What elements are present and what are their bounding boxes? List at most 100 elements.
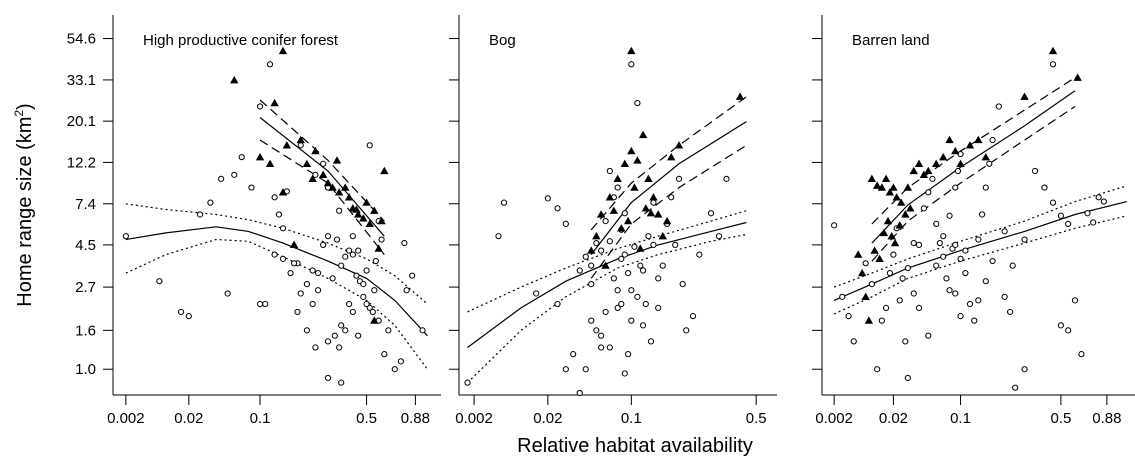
data-point-circle xyxy=(845,313,852,320)
data-point-circle xyxy=(349,233,356,240)
data-point-circle xyxy=(336,207,343,214)
y-tick-label: 7.4 xyxy=(75,196,96,213)
fit-line-dotted xyxy=(833,215,1128,315)
data-point-circle xyxy=(650,199,657,206)
data-point-circle xyxy=(645,233,652,240)
data-point-circle xyxy=(639,322,647,329)
x-tick-label: 0.5 xyxy=(746,410,767,427)
data-point-triangle xyxy=(332,156,342,164)
data-point-triangle xyxy=(255,152,265,161)
data-point-circle xyxy=(606,238,613,245)
data-point-circle xyxy=(621,370,628,377)
data-point-triangle xyxy=(1073,73,1082,81)
fit-line-dashed xyxy=(871,106,1076,262)
data-point-triangle xyxy=(646,209,656,217)
data-point-triangle xyxy=(323,178,333,187)
data-point-triangle xyxy=(641,204,650,212)
data-point-triangle xyxy=(885,188,895,196)
data-point-triangle xyxy=(354,210,363,218)
data-point-circle xyxy=(621,210,628,217)
data-point-triangle xyxy=(633,156,642,164)
data-point-circle xyxy=(342,327,349,334)
data-point-triangle xyxy=(596,210,606,218)
data-point-circle xyxy=(936,239,943,247)
data-point-circle xyxy=(409,272,416,279)
data-point-triangle xyxy=(623,216,633,225)
data-point-circle xyxy=(338,262,345,269)
data-point-circle xyxy=(614,287,621,294)
data-point-triangle xyxy=(613,174,622,183)
data-point-triangle xyxy=(278,46,288,55)
x-tick-label: 0.002 xyxy=(107,410,145,427)
data-point-triangle xyxy=(901,210,910,218)
fit-line-dotted xyxy=(467,210,747,313)
data-point-circle xyxy=(309,267,316,274)
data-point-circle xyxy=(576,267,583,274)
data-point-circle xyxy=(554,205,561,212)
data-point-triangle xyxy=(1020,92,1029,100)
y-axis-title-close: ) xyxy=(14,103,36,110)
data-point-circle xyxy=(618,300,625,308)
data-point-circle xyxy=(940,253,947,260)
data-point-circle xyxy=(290,260,298,267)
x-axis-title: Relative habitat availability xyxy=(517,435,753,457)
data-point-circle xyxy=(915,241,923,248)
data-point-circle xyxy=(562,220,569,227)
data-point-circle xyxy=(625,351,632,358)
data-point-circle xyxy=(314,269,322,277)
x-tick-label: 0.88 xyxy=(401,410,430,427)
data-point-circle xyxy=(266,61,274,68)
data-point-circle xyxy=(598,332,605,339)
data-point-triangle xyxy=(892,193,901,201)
data-point-triangle xyxy=(265,159,275,167)
data-point-circle xyxy=(378,236,385,243)
data-point-circle xyxy=(618,255,625,262)
data-point-circle xyxy=(868,281,875,288)
data-point-triangle xyxy=(861,292,870,300)
data-point-circle xyxy=(177,308,185,316)
fit-line-dashed xyxy=(590,96,747,231)
data-point-circle xyxy=(562,366,569,373)
data-point-triangle xyxy=(311,146,320,155)
data-point-circle xyxy=(372,257,379,265)
data-point-circle xyxy=(314,287,322,294)
x-tick-label: 0.02 xyxy=(174,410,203,427)
data-point-circle xyxy=(637,262,644,269)
x-tick-label: 0.02 xyxy=(533,410,562,427)
data-point-circle xyxy=(324,233,332,240)
data-point-circle xyxy=(621,251,628,258)
panel-bog: 0.002 0.02 0.1 0.5 Bog xyxy=(449,15,777,427)
data-point-circle xyxy=(324,338,332,345)
data-point-circle xyxy=(355,332,362,339)
data-point-circle xyxy=(366,142,373,149)
data-point-triangle xyxy=(370,206,379,214)
data-point-triangle xyxy=(887,231,896,240)
data-point-circle xyxy=(403,287,410,294)
data-point-circle xyxy=(385,327,392,334)
data-point-circle xyxy=(1095,194,1102,201)
data-point-circle xyxy=(628,287,635,294)
data-point-triangle xyxy=(617,224,626,232)
panel-title: High productive conifer forest xyxy=(143,32,339,49)
fit-line-dotted xyxy=(467,233,747,384)
data-point-triangle xyxy=(620,159,629,167)
data-point-triangle xyxy=(881,174,891,183)
data-point-circle xyxy=(625,269,632,277)
y-tick-label: 4.5 xyxy=(75,237,96,254)
data-point-circle xyxy=(294,308,301,316)
x-tick-label: 0.002 xyxy=(455,410,493,427)
y-tick-label: 12.2 xyxy=(67,154,96,171)
data-point-triangle xyxy=(302,159,312,167)
data-point-circle xyxy=(975,236,982,243)
data-point-circle xyxy=(957,255,964,262)
data-point-triangle xyxy=(875,254,884,263)
data-point-circle xyxy=(655,275,662,282)
data-point-circle xyxy=(915,304,923,311)
data-point-triangle xyxy=(341,183,350,191)
data-point-circle xyxy=(639,267,647,274)
data-point-triangle xyxy=(889,183,898,191)
data-point-circle xyxy=(642,300,649,308)
data-point-circle xyxy=(360,293,367,300)
data-point-circle xyxy=(312,171,319,178)
data-point-circle xyxy=(715,233,723,240)
